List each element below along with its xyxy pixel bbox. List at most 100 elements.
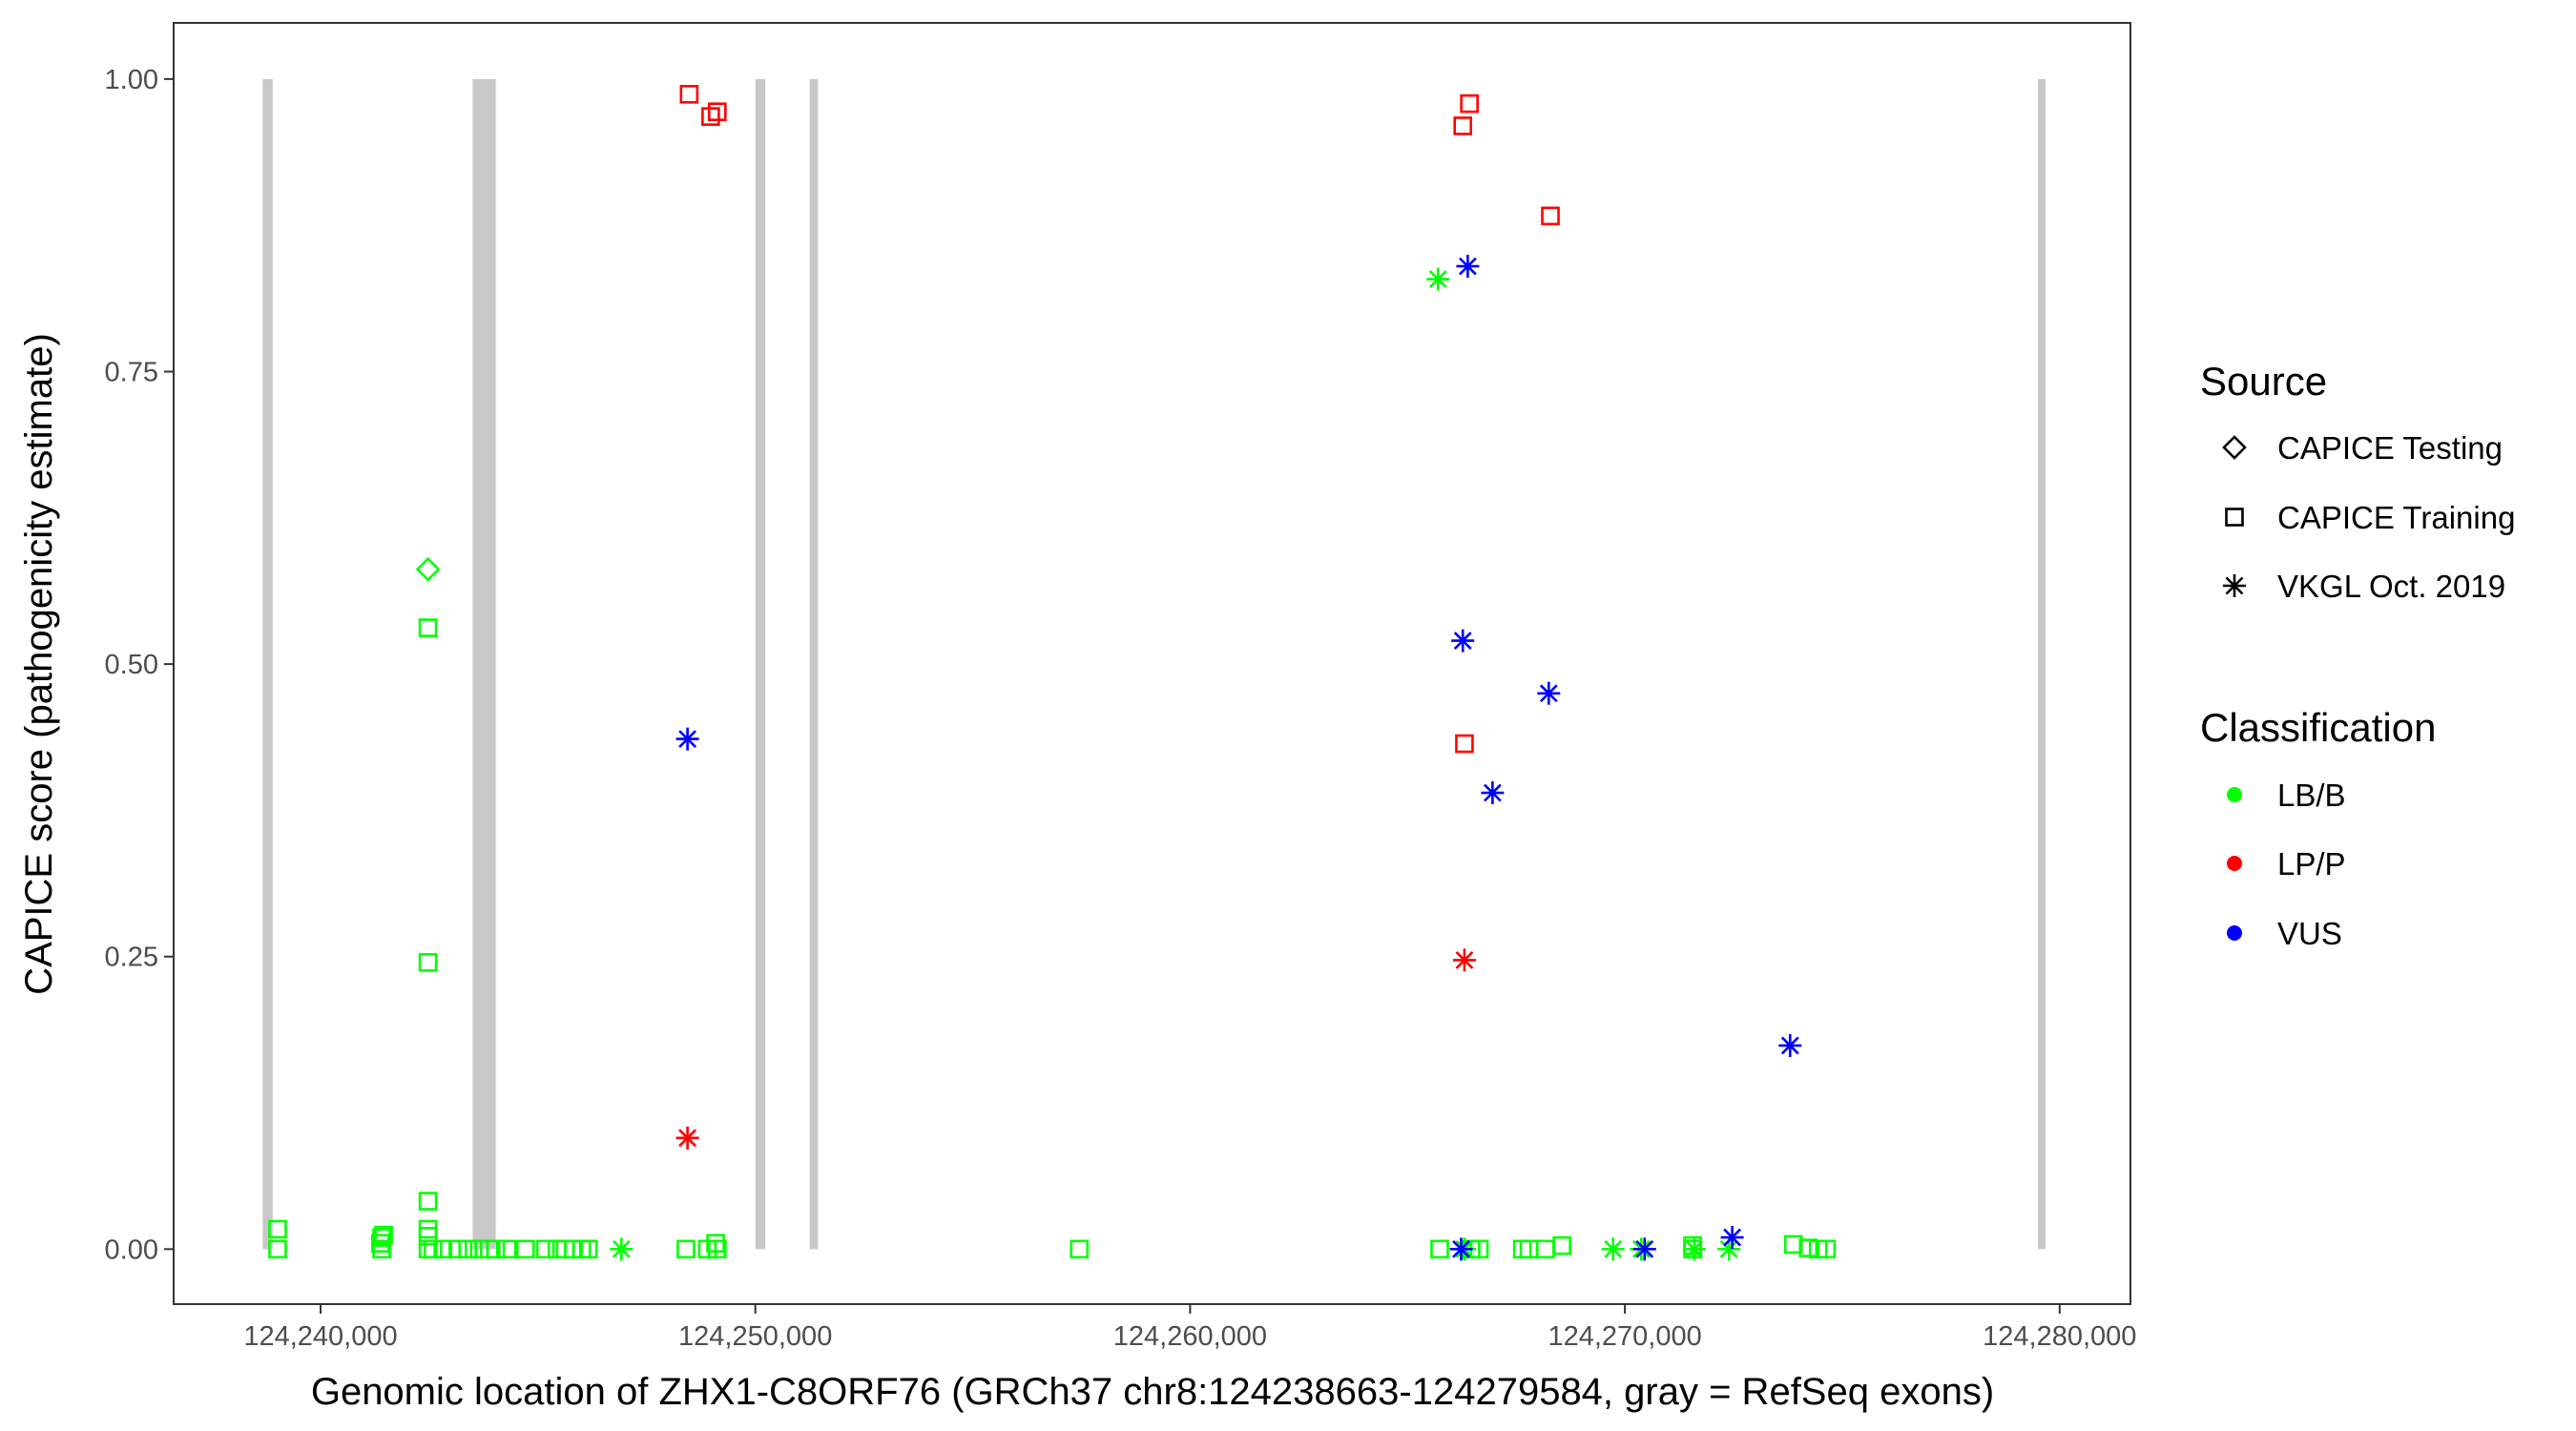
square-marker (458, 1239, 477, 1259)
points-layer (268, 85, 1837, 1261)
data-point (1456, 255, 1480, 279)
x-axis-title: Genomic location of ZHX1-C8ORF76 (GRCh37… (311, 1371, 1994, 1413)
data-point (418, 618, 438, 637)
x-tick-label: 124,280,000 (1983, 1321, 2136, 1352)
asterisk-marker (1481, 781, 1505, 805)
data-point (418, 1227, 438, 1246)
asterisk-marker (1601, 1237, 1625, 1261)
x-tick-label: 124,250,000 (678, 1321, 832, 1352)
y-axis-title: CAPICE score (pathogenicity estimate) (18, 333, 60, 995)
data-point (433, 1239, 452, 1259)
legend-key-dot-icon (2227, 787, 2242, 802)
asterisk-marker (1452, 948, 1476, 972)
asterisk-marker (2223, 574, 2246, 597)
square-marker (516, 1239, 535, 1259)
data-point (706, 1234, 725, 1254)
legend-classification-title: Classification (2200, 705, 2436, 750)
square-marker (1541, 206, 1560, 226)
legend-label-vus: VUS (2277, 916, 2342, 951)
y-tick-label: 0.75 (105, 357, 158, 387)
data-point (372, 1239, 391, 1259)
data-point (1683, 1235, 1702, 1255)
square-marker (578, 1239, 598, 1259)
square-marker (497, 1239, 517, 1259)
square-marker (372, 1239, 391, 1259)
asterisk-marker (1778, 1033, 1802, 1057)
data-point (1552, 1235, 1571, 1255)
y-tick-label: 0.00 (105, 1234, 158, 1265)
data-point (516, 1239, 535, 1259)
data-point (1451, 629, 1475, 653)
square-marker (1798, 1238, 1818, 1257)
exon-bar (2038, 78, 2046, 1250)
data-point (458, 1239, 477, 1259)
legend-key-square-icon (2225, 508, 2244, 527)
data-point (415, 556, 441, 582)
square-marker (701, 107, 720, 126)
square-marker (423, 1239, 443, 1259)
legend-label-capice-testing: CAPICE Testing (2277, 430, 2503, 466)
square-marker (418, 1192, 438, 1211)
data-point (1778, 1033, 1802, 1057)
data-point (1798, 1238, 1818, 1257)
data-point (708, 102, 727, 122)
data-point (497, 1239, 517, 1259)
data-point (1426, 267, 1450, 291)
data-point (578, 1239, 598, 1259)
data-point (268, 1219, 287, 1239)
square-marker (433, 1239, 452, 1259)
y-axis: 0.00 0.25 0.50 0.75 1.00 (105, 65, 174, 1265)
data-point (1455, 734, 1474, 754)
data-point (1817, 1239, 1837, 1259)
square-marker (268, 1239, 287, 1259)
data-point (679, 85, 699, 104)
data-point (675, 1126, 699, 1150)
legend-label-lpp: LP/P (2277, 846, 2346, 881)
square-marker (706, 1234, 725, 1254)
legend-key-dot-icon (2227, 856, 2242, 871)
y-tick-label: 0.50 (105, 650, 158, 680)
square-marker (448, 1239, 467, 1259)
square-marker (268, 1219, 287, 1239)
square-marker (418, 953, 438, 972)
data-point (610, 1237, 634, 1261)
asterisk-marker (610, 1237, 634, 1261)
legend-key-diamond-icon (2222, 435, 2247, 460)
asterisk-marker (1426, 267, 1450, 291)
data-point (1481, 781, 1505, 805)
square-marker (1552, 1235, 1571, 1255)
square-marker (2225, 508, 2244, 527)
square-marker (1453, 116, 1473, 135)
x-tick-label: 124,260,000 (1113, 1321, 1267, 1352)
data-point (1783, 1234, 1803, 1255)
data-point (1460, 93, 1479, 114)
data-point (486, 1239, 506, 1259)
data-point (418, 1192, 438, 1211)
data-point (1601, 1237, 1625, 1261)
square-marker (1460, 93, 1479, 114)
exon-layer (262, 78, 2046, 1250)
data-point (448, 1239, 467, 1259)
asterisk-marker (1537, 681, 1561, 705)
square-marker (1783, 1234, 1803, 1255)
diamond-marker (415, 556, 441, 582)
square-marker (1430, 1239, 1449, 1259)
asterisk-marker (1682, 1237, 1706, 1261)
plot-background (174, 23, 2130, 1304)
square-marker (708, 102, 727, 122)
legend-label-lbb: LB/B (2277, 778, 2346, 813)
data-point (1720, 1226, 1744, 1250)
square-marker (418, 618, 438, 637)
exon-bar (809, 78, 819, 1250)
y-tick-label: 1.00 (105, 65, 158, 95)
square-marker (1683, 1235, 1702, 1255)
data-point (1717, 1237, 1741, 1261)
legend-key-asterisk-icon (2223, 574, 2246, 597)
x-tick-label: 124,270,000 (1548, 1321, 1701, 1352)
data-point (1537, 681, 1561, 705)
data-point (1632, 1237, 1656, 1261)
asterisk-marker (675, 727, 699, 751)
legend-key-dot-icon (2227, 925, 2242, 941)
square-marker (486, 1239, 506, 1259)
